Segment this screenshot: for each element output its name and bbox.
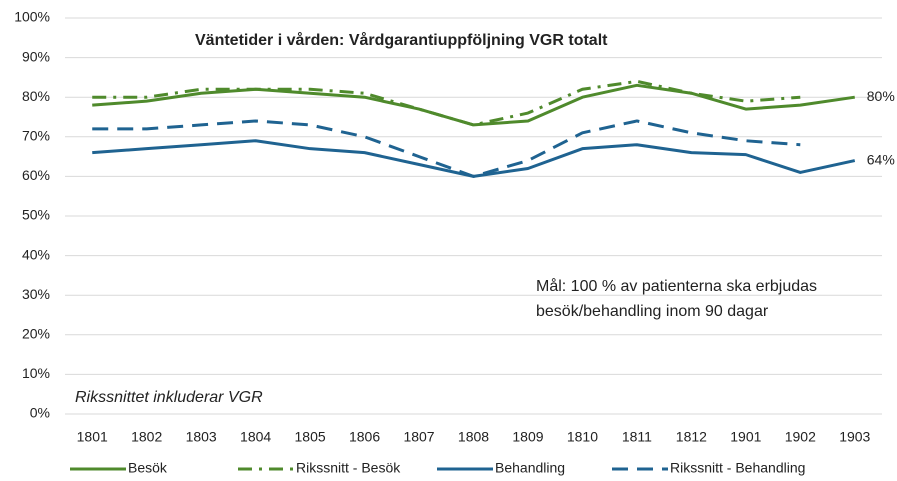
legend-label: Besök (128, 460, 168, 476)
y-tick-label: 70% (22, 128, 50, 144)
series-line (92, 139, 856, 178)
y-tick-label: 40% (22, 246, 50, 262)
series-line (92, 83, 855, 127)
annotation: besök/behandling inom 90 dagar (536, 303, 769, 320)
y-tick-label: 0% (30, 405, 50, 421)
annotation: Mål: 100 % av patienterna ska erbjudas (536, 277, 817, 295)
y-tick-label: 100% (14, 9, 50, 25)
x-tick-label: 1811 (622, 429, 652, 445)
data-label: 64% (867, 151, 895, 167)
series-line (92, 119, 801, 178)
x-tick-label: 1802 (131, 429, 162, 445)
x-tick-label: 1810 (567, 429, 598, 445)
x-tick-label: 1807 (403, 429, 434, 445)
y-tick-label: 80% (22, 88, 50, 104)
y-tick-label: 60% (22, 167, 50, 183)
legend-label: Rikssnitt - Behandling (670, 460, 805, 476)
x-tick-label: 1809 (512, 429, 543, 445)
y-tick-label: 30% (22, 286, 50, 302)
x-tick-label: 1805 (295, 429, 326, 445)
note: Rikssnittet inkluderar VGR (75, 389, 263, 406)
y-tick-label: 20% (22, 326, 50, 342)
data-label: 80% (867, 88, 895, 104)
x-tick-label: 1812 (676, 429, 707, 445)
y-tick-label: 50% (22, 207, 50, 223)
y-tick-label: 90% (22, 48, 50, 64)
x-tick-label: 1808 (458, 429, 489, 445)
legend-label: Behandling (495, 460, 565, 476)
x-tick-label: 1804 (240, 429, 271, 445)
chart-title: Väntetider i vården: Vårdgarantiuppföljn… (195, 31, 608, 49)
x-tick-label: 1902 (785, 429, 816, 445)
legend-label: Rikssnitt - Besök (296, 460, 401, 476)
x-tick-label: 1803 (186, 429, 217, 445)
x-tick-label: 1903 (839, 429, 870, 445)
x-tick-label: 1806 (349, 429, 380, 445)
x-tick-label: 1901 (730, 429, 761, 445)
y-tick-label: 10% (22, 365, 50, 381)
x-tick-label: 1801 (77, 429, 108, 445)
